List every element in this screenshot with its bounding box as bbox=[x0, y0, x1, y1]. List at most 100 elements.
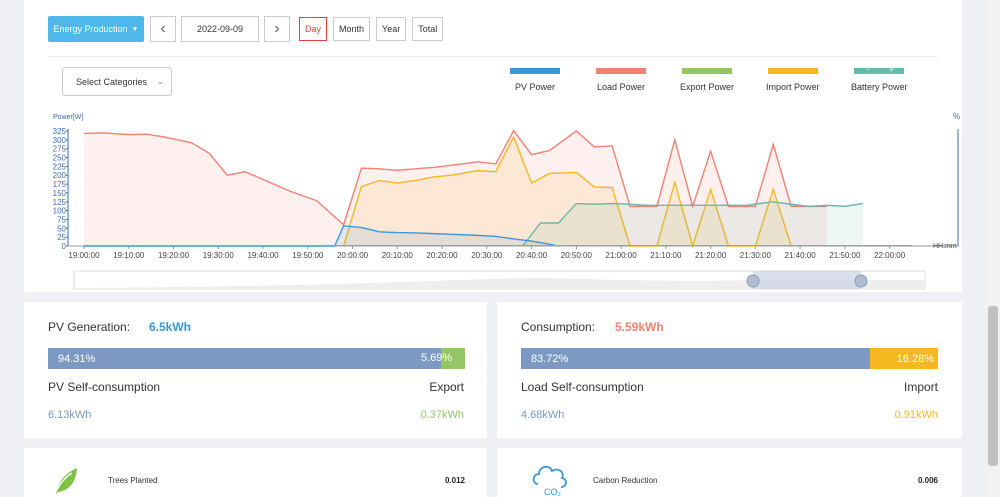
pv-self-percent: 94.31% bbox=[58, 352, 96, 365]
x-tick-label: 19:10:00 bbox=[113, 251, 145, 260]
pv-ratio-bar: 94.31% bbox=[48, 348, 465, 369]
y-tick-label: 100 bbox=[53, 207, 67, 216]
x-tick-label: 20:10:00 bbox=[382, 251, 414, 260]
legend-item-pv[interactable]: PV Power bbox=[510, 68, 560, 92]
x-tick-label: 19:40:00 bbox=[247, 251, 279, 260]
x-tick-label: 20:00:00 bbox=[337, 251, 369, 260]
pv-generation-value: 6.5kWh bbox=[149, 320, 192, 334]
chart-card bbox=[24, 0, 962, 292]
legend-item-battery[interactable]: - + Battery Power bbox=[851, 65, 908, 92]
co2-cloud-icon: CO₂ bbox=[532, 465, 567, 497]
x-tick-label: 19:00:00 bbox=[68, 251, 100, 260]
y-tick-label: 250 bbox=[53, 154, 67, 163]
period-total-button[interactable]: Total bbox=[412, 17, 444, 41]
chevron-down-icon: ⌄ bbox=[156, 76, 164, 86]
pv-generation-title: PV Generation: bbox=[48, 320, 131, 334]
period-month-button[interactable]: Month bbox=[333, 17, 371, 41]
x-tick-label: 21:50:00 bbox=[829, 251, 861, 260]
legend-swatch bbox=[596, 68, 646, 74]
leaf-icon bbox=[53, 468, 77, 496]
prev-date-button[interactable]: ‹ bbox=[150, 16, 176, 42]
x-tick-label: 19:30:00 bbox=[203, 251, 235, 260]
zoom-slider-right-handle bbox=[854, 274, 868, 288]
load-import-value: 0.91kWh bbox=[894, 409, 938, 421]
period-day-button[interactable]: Day bbox=[299, 17, 328, 41]
x-tick-label: 21:20:00 bbox=[695, 251, 727, 260]
load-import-segment: 16.28% bbox=[870, 348, 938, 369]
legend-label: Export Power bbox=[680, 82, 735, 92]
date-field[interactable]: 2022-09-09 bbox=[181, 16, 259, 42]
pv-power-area bbox=[84, 225, 559, 246]
legend-swatch: - + bbox=[854, 65, 905, 74]
consumption-value: 5.59kWh bbox=[615, 320, 664, 334]
x-tick-label: 20:20:00 bbox=[426, 251, 458, 260]
x-tick-label: 20:50:00 bbox=[561, 251, 593, 260]
trees-planted-label: Trees Planted bbox=[108, 476, 158, 485]
scrollbar-thumb[interactable] bbox=[988, 306, 998, 466]
x-tick-label: 21:30:00 bbox=[740, 251, 772, 260]
y-tick-label: 225 bbox=[53, 162, 67, 171]
x-tick-label: 20:40:00 bbox=[516, 251, 548, 260]
x-tick-label: 19:50:00 bbox=[292, 251, 324, 260]
x-axis-label: HH:mm bbox=[933, 243, 957, 250]
next-date-button[interactable]: › bbox=[264, 16, 290, 42]
y-tick-label: 25 bbox=[57, 233, 66, 242]
legend-label: Load Power bbox=[596, 82, 646, 92]
y-tick-label: 175 bbox=[53, 180, 67, 189]
y-tick-label: 75 bbox=[57, 215, 66, 224]
load-self-percent: 83.72% bbox=[531, 352, 569, 365]
y-tick-label: 50 bbox=[57, 224, 66, 233]
y-tick-label: 300 bbox=[53, 136, 67, 145]
consumption-title: Consumption: bbox=[521, 320, 596, 334]
x-tick-label: 19:20:00 bbox=[158, 251, 190, 260]
carbon-reduction-value: 0.006 bbox=[917, 476, 938, 485]
load-self-label: Load Self-consumption bbox=[521, 380, 644, 394]
pv-generation-card: PV Generation: 6.5kWh 94.31% 5.69% PV Se… bbox=[24, 302, 487, 438]
zoom-slider-window bbox=[753, 271, 861, 289]
load-power-line bbox=[83, 129, 827, 227]
x-tick-label: 21:00:00 bbox=[606, 251, 638, 260]
legend-label: Import Power bbox=[766, 82, 820, 92]
x-tick-label: 20:30:00 bbox=[471, 251, 503, 260]
y-tick-label: 200 bbox=[53, 171, 67, 180]
pv-self-segment: 94.31% bbox=[48, 348, 442, 369]
pv-self-value: 6.13kWh bbox=[48, 409, 92, 421]
period-year-button[interactable]: Year bbox=[376, 17, 407, 41]
import-power-area bbox=[343, 137, 792, 246]
legend-label: Battery Power bbox=[851, 82, 908, 92]
legend-item-load[interactable]: Load Power bbox=[596, 68, 646, 92]
trees-planted-value: 0.012 bbox=[444, 476, 465, 485]
load-import-percent: 16.28% bbox=[896, 352, 934, 365]
legend-swatch bbox=[767, 68, 818, 74]
caret-down-icon: ▼ bbox=[131, 25, 139, 33]
legend-item-import[interactable]: Import Power bbox=[766, 68, 820, 92]
mode-dropdown-button[interactable]: Energy Production ▼ bbox=[48, 16, 144, 42]
pv-export-segment bbox=[441, 348, 465, 369]
mode-dropdown-label: Energy Production bbox=[53, 24, 128, 34]
x-tick-label: 21:10:00 bbox=[650, 251, 682, 260]
chevron-right-icon: › bbox=[274, 20, 280, 37]
carbon-reduction-card: CO₂ Carbon Reduction 0.006 bbox=[497, 448, 962, 497]
y-tick-label: 150 bbox=[53, 189, 67, 198]
pv-export-label: Export bbox=[429, 380, 464, 394]
zoom-slider-left-handle bbox=[746, 274, 760, 288]
load-ratio-bar: 83.72% 16.28% bbox=[521, 348, 938, 369]
toolbar: Energy Production ▼ ‹ 2022-09-09 › Day M… bbox=[48, 16, 444, 42]
pv-export-percent: 5.69% bbox=[421, 352, 453, 364]
x-tick-label: 22:00:00 bbox=[874, 251, 906, 260]
battery-power-area bbox=[522, 201, 863, 246]
load-self-segment: 83.72% bbox=[521, 348, 871, 369]
legend-label: PV Power bbox=[514, 82, 556, 92]
category-select[interactable]: Select Categories ⌄ bbox=[62, 67, 172, 96]
legend-item-export[interactable]: Export Power bbox=[680, 68, 734, 92]
page-scrollbar[interactable] bbox=[986, 0, 1000, 497]
divider bbox=[48, 56, 938, 57]
y-tick-label: 0 bbox=[62, 242, 67, 251]
carbon-reduction-label: Carbon Reduction bbox=[593, 476, 658, 485]
import-power-line bbox=[342, 135, 792, 249]
y-tick-label: 325 bbox=[53, 127, 67, 136]
co2-text: CO₂ bbox=[544, 487, 562, 497]
y2-axis-label: % bbox=[953, 112, 960, 121]
y-axis-label: Power[W] bbox=[53, 114, 83, 121]
legend-swatch bbox=[682, 68, 733, 74]
